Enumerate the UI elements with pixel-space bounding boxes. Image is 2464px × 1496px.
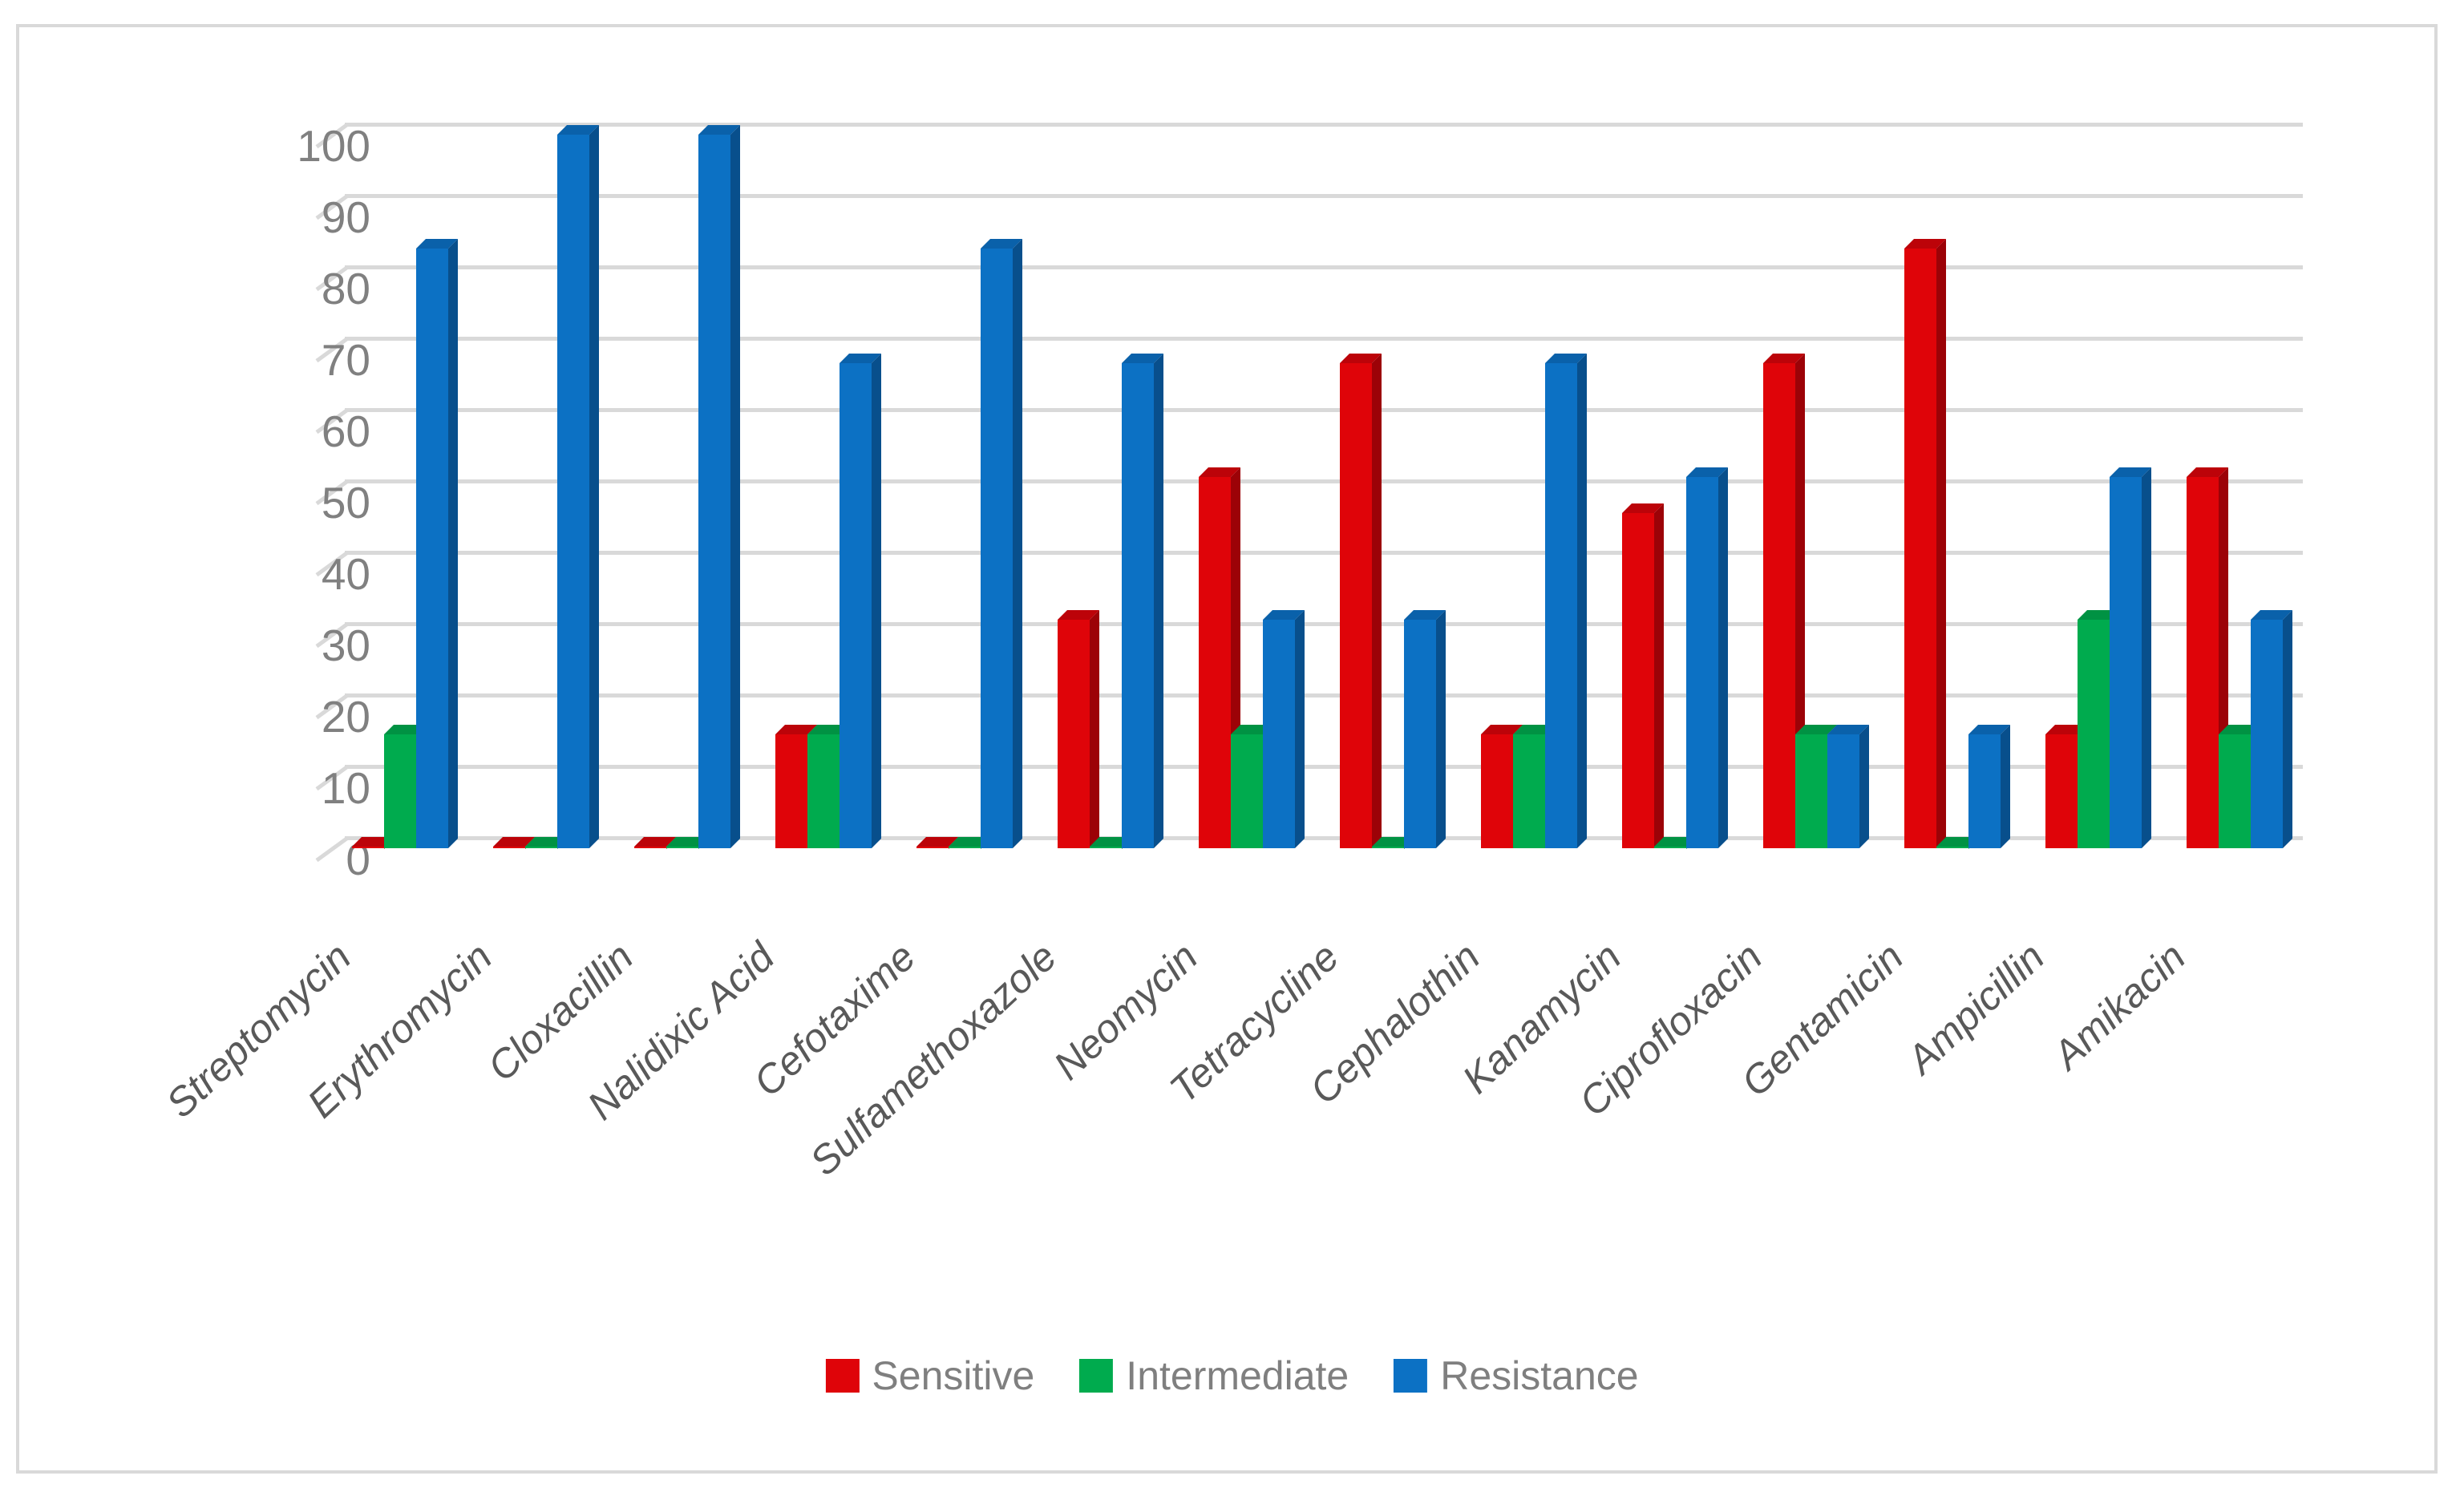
bar-resistance-cephalothin [1545,362,1577,848]
legend-label-sensitive: Sensitive [872,1353,1035,1398]
bar-intermediate-nalidixic-acid [807,734,840,848]
y-axis-tick-label-60: 60 [321,406,370,456]
gridline-10 [315,765,2303,791]
bar-resistance-amikacin [2251,620,2283,848]
bar-sensitive-cephalothin [1481,734,1513,848]
bar-sensitive-cefotaxime [916,846,949,848]
bar-resistance-ampicillin [2110,477,2142,848]
gridline-20 [315,693,2303,720]
bar-intermediate-erythromycin [525,846,557,848]
bar-group-cloxacillin [630,111,771,848]
bar-sensitive-gentamicin [1904,249,1936,848]
gridline-60 [315,408,2303,435]
bar-intermediate-cephalothin [1513,734,1545,848]
bar-intermediate-kanamycin [1654,846,1686,848]
bar-sensitive-cloxacillin [634,846,666,848]
y-axis-tick-label-50: 50 [321,478,370,528]
bar-resistance-neomycin [1263,620,1295,848]
bar-resistance-streptomycin [416,249,448,848]
bar-resistance-ciprofloxacin [1827,734,1859,848]
legend-item-intermediate: Intermediate [1079,1353,1349,1398]
bar-sensitive-nalidixic-acid [775,734,807,848]
bar-sensitive-neomycin [1199,477,1231,848]
bar-group-ampicillin [2041,111,2183,848]
bar-group-erythromycin [489,111,630,848]
bar-intermediate-gentamicin [1936,846,1968,848]
legend-item-resistance: Resistance [1394,1353,1639,1398]
bar-group-gentamicin [1900,111,2041,848]
bar-intermediate-streptomycin [384,734,416,848]
bar-intermediate-sulfamethoxazole [1090,846,1122,848]
bar-sensitive-sulfamethoxazole [1058,620,1090,848]
y-axis-tick-label-30: 30 [321,621,370,670]
bar-intermediate-cloxacillin [666,846,698,848]
bar-sensitive-amikacin [2187,477,2219,848]
bar-resistance-sulfamethoxazole [1122,362,1154,848]
bar-resistance-kanamycin [1686,477,1718,848]
y-axis-tick-label-100: 100 [297,121,370,171]
bar-intermediate-cefotaxime [949,846,981,848]
bar-group-cephalothin [1477,111,1618,848]
bar-sensitive-streptomycin [352,846,384,848]
gridline-30 [315,622,2303,649]
gridline-40 [315,551,2303,577]
bar-sensitive-kanamycin [1622,512,1654,848]
y-axis-tick-label-0: 0 [346,835,370,884]
bar-resistance-erythromycin [557,135,589,848]
legend-swatch-sensitive [825,1359,860,1393]
bar-group-nalidixic-acid [771,111,912,848]
bar-group-streptomycin [348,111,489,848]
y-axis-tick-label-20: 20 [321,692,370,742]
y-axis-tick-label-80: 80 [321,264,370,313]
bar-intermediate-neomycin [1231,734,1263,848]
gridline-80 [315,265,2303,292]
bar-intermediate-amikacin [2219,734,2251,848]
y-axis-tick-label-70: 70 [321,335,370,385]
bar-group-kanamycin [1618,111,1759,848]
legend-swatch-resistance [1394,1359,1428,1393]
bar-group-neomycin [1195,111,1336,848]
legend-swatch-intermediate [1079,1359,1114,1393]
bar-sensitive-erythromycin [493,846,525,848]
bar-resistance-gentamicin [1968,734,2001,848]
y-axis-tick-label-90: 90 [321,192,370,242]
bar-sensitive-tetracycline [1340,362,1372,848]
gridline-100 [315,123,2303,149]
bar-resistance-tetracycline [1404,620,1436,848]
y-axis-tick-label-10: 10 [321,763,370,813]
legend-label-resistance: Resistance [1440,1353,1639,1398]
gridline-50 [315,479,2303,506]
bar-group-tetracycline [1336,111,1477,848]
legend-label-intermediate: Intermediate [1126,1353,1349,1398]
bar-sensitive-ampicillin [2045,734,2078,848]
bar-group-amikacin [2183,111,2324,848]
legend: Sensitive Intermediate Resistance [825,1353,1639,1398]
bar-resistance-cefotaxime [981,249,1013,848]
gridline-0 [315,836,2303,863]
y-axis-tick-label-40: 40 [321,549,370,599]
bar-resistance-cloxacillin [698,135,730,848]
bar-group-sulfamethoxazole [1054,111,1195,848]
plot-area [348,111,2324,848]
bar-intermediate-tetracycline [1372,846,1404,848]
bar-group-ciprofloxacin [1759,111,1900,848]
bar-intermediate-ampicillin [2078,620,2110,848]
bar-group-cefotaxime [912,111,1054,848]
bar-resistance-nalidixic-acid [840,362,872,848]
gridline-90 [315,194,2303,220]
gridline-70 [315,337,2303,363]
legend-item-sensitive: Sensitive [825,1353,1034,1398]
bar-sensitive-ciprofloxacin [1763,362,1795,848]
bar-intermediate-ciprofloxacin [1795,734,1827,848]
